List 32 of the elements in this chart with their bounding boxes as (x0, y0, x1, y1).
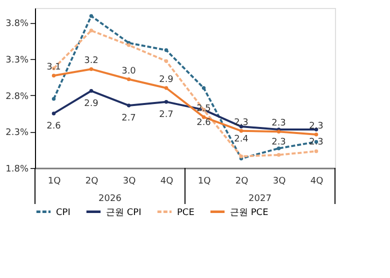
x-tick-label: 3Q (272, 176, 286, 186)
legend-label: 근원 PCE (230, 208, 269, 218)
data-label: 3.0 (122, 66, 136, 76)
data-label: 3.2 (84, 56, 98, 66)
x-tick-label: 4Q (310, 176, 324, 186)
x-tick-label: 2Q (235, 176, 248, 186)
text: 2027 (248, 194, 272, 204)
x-tick-label: 4Q (160, 176, 174, 186)
data-label: 2.3 (272, 118, 286, 129)
y-tick-label: 2.8% (6, 92, 29, 102)
data-label: 2.3 (234, 118, 248, 128)
x-tick-label: 3Q (122, 176, 136, 186)
y-tick-label: 3.3% (6, 55, 29, 66)
legend-label: CPI (56, 208, 70, 218)
data-label: 2.3 (309, 137, 324, 148)
data-label: 2.6 (46, 121, 62, 132)
x-tick-label: 1Q (198, 176, 211, 186)
data-label: 2.4 (234, 134, 249, 145)
legend-label: PCE (177, 208, 195, 218)
text: 2026 (98, 194, 122, 204)
data-label: 2.6 (196, 118, 212, 128)
data-label: 2.7 (122, 113, 136, 124)
data-label: 2.3 (272, 137, 286, 148)
x-tick-label: 1Q (48, 176, 61, 186)
y-tick-label: 3.8% (6, 19, 29, 30)
legend-label: 근원 CPI (106, 208, 142, 218)
data-label: 2.7 (159, 110, 174, 120)
y-tick-label: 1.8% (6, 164, 29, 174)
y-tick-label: 2.3% (6, 128, 29, 138)
x-tick-label: 2Q (85, 176, 98, 186)
data-label: 2.9 (159, 75, 174, 85)
data-label: 2.9 (84, 98, 99, 109)
